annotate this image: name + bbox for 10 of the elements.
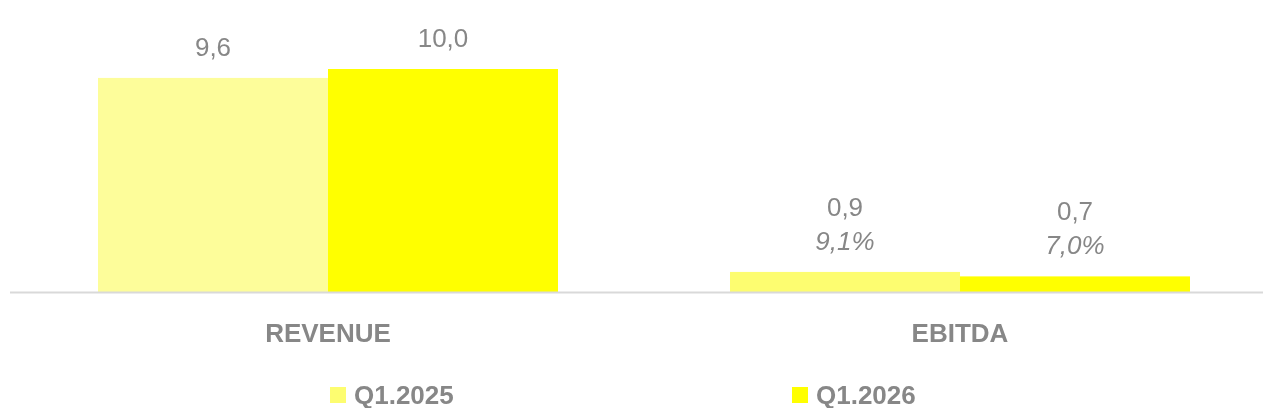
bar [328,69,558,292]
bar [730,271,960,292]
data-label: 10,0 [417,23,469,53]
x-tick-label: EBITDA [911,318,1009,348]
data-label: 9,6 [194,31,232,62]
bar [960,276,1190,292]
data-label: 0,7 7,0% [1045,196,1105,261]
x-tick-label: REVENUE [265,318,391,348]
bar [98,77,328,292]
data-label: 0,9 9,1% [815,191,875,256]
